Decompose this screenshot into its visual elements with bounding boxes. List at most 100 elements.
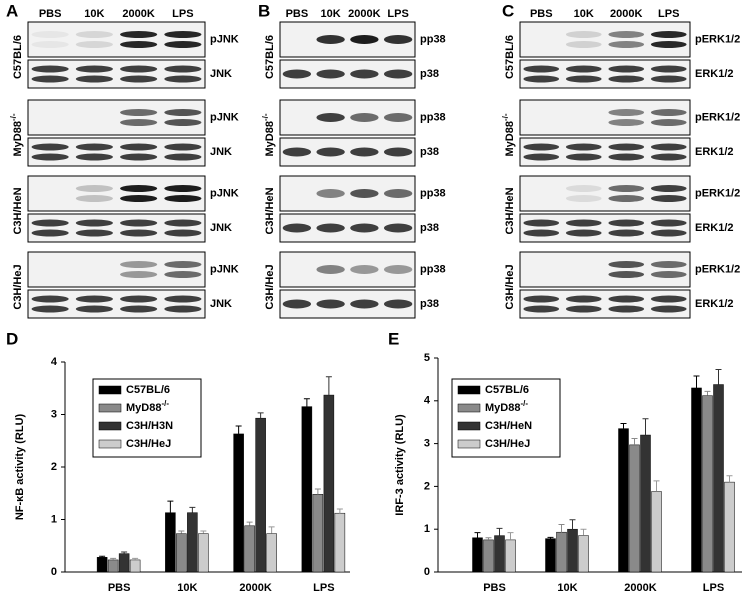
legend-swatch [98, 403, 122, 413]
y-tick-label: 4 [424, 395, 431, 407]
strain-name: C3H/HeJ [12, 264, 24, 309]
band [164, 261, 202, 268]
band [650, 271, 687, 278]
band [650, 153, 687, 161]
legend-label: C57BL/6 [126, 384, 170, 396]
band [120, 65, 158, 73]
row-label: ERK1/2 [695, 68, 734, 80]
band [523, 305, 560, 313]
row-label: pp38 [420, 187, 446, 199]
strain-label: MyD88-/- [9, 113, 24, 156]
band [31, 65, 69, 73]
error-bar [303, 398, 310, 407]
error-bar [121, 551, 128, 554]
band [120, 305, 158, 313]
band [608, 119, 645, 126]
legend-name: C57BL/6 [485, 384, 529, 396]
legend-swatch [457, 403, 481, 413]
blot-box [519, 289, 691, 319]
band [120, 271, 158, 278]
band [164, 75, 202, 83]
band [608, 153, 645, 161]
x-tick-label: 2000K [239, 582, 271, 594]
lane-label: PBS [530, 8, 553, 20]
panel-label: C [502, 1, 514, 20]
panel-label: E [388, 329, 399, 348]
band [120, 229, 158, 237]
band [608, 219, 645, 227]
blot-box [27, 213, 206, 243]
band [31, 31, 69, 38]
error-bar [336, 508, 343, 514]
band [350, 299, 379, 309]
band [383, 35, 413, 44]
band [120, 185, 158, 192]
error-bar [620, 422, 627, 429]
row-label: JNK [210, 222, 232, 234]
band [608, 271, 645, 278]
error-bar [580, 528, 587, 536]
band [565, 143, 602, 151]
strain-label: C3H/HeN [12, 187, 24, 234]
band [164, 271, 202, 278]
error-bar [569, 519, 576, 530]
band [608, 305, 645, 313]
bar [323, 394, 335, 573]
error-bar [631, 437, 638, 445]
strain-label: C57BL/6 [12, 35, 24, 79]
row-label: ERK1/2 [695, 298, 734, 310]
error-bar [693, 375, 700, 388]
lane-label: 10K [84, 8, 104, 20]
lane-label: LPS [658, 8, 679, 20]
band [523, 143, 560, 151]
band [75, 65, 113, 73]
band [565, 229, 602, 237]
error-bar [246, 521, 253, 526]
legend-label: C3H/H3N [126, 420, 173, 432]
row-label: p38 [420, 146, 439, 158]
band [282, 69, 312, 79]
band [565, 31, 602, 38]
band [650, 75, 687, 83]
band [316, 147, 345, 157]
band [164, 109, 202, 116]
band [164, 31, 202, 38]
band [350, 35, 379, 44]
legend-name: C3H/HeJ [126, 438, 171, 450]
strain-label: C3H/HeJ [12, 264, 24, 309]
panel-label: B [258, 1, 270, 20]
band [164, 119, 202, 126]
row-label: pERK1/2 [695, 187, 740, 199]
band [31, 75, 69, 83]
y-tick-label: 0 [51, 566, 57, 578]
blot-box [519, 21, 691, 58]
error-bar [642, 418, 649, 436]
band [75, 153, 113, 161]
y-tick-label: 3 [51, 408, 57, 420]
row-label: pERK1/2 [695, 33, 740, 45]
error-bar [99, 555, 106, 558]
band [650, 219, 687, 227]
band [350, 265, 379, 274]
bar [545, 538, 556, 573]
blot-box [27, 99, 206, 136]
band [282, 299, 312, 309]
bar [176, 533, 187, 573]
band [650, 295, 687, 303]
band [75, 229, 113, 237]
band [164, 219, 202, 227]
band [31, 305, 69, 313]
band [31, 229, 69, 237]
band [650, 261, 687, 268]
band [75, 41, 113, 48]
band [316, 299, 345, 309]
band [383, 223, 413, 233]
band [565, 295, 602, 303]
bar [266, 533, 277, 573]
strain-label: C3H/HeJ [264, 264, 276, 309]
band [650, 31, 687, 38]
error-bar [189, 506, 196, 513]
band [75, 195, 113, 202]
lane-label: LPS [172, 8, 193, 20]
